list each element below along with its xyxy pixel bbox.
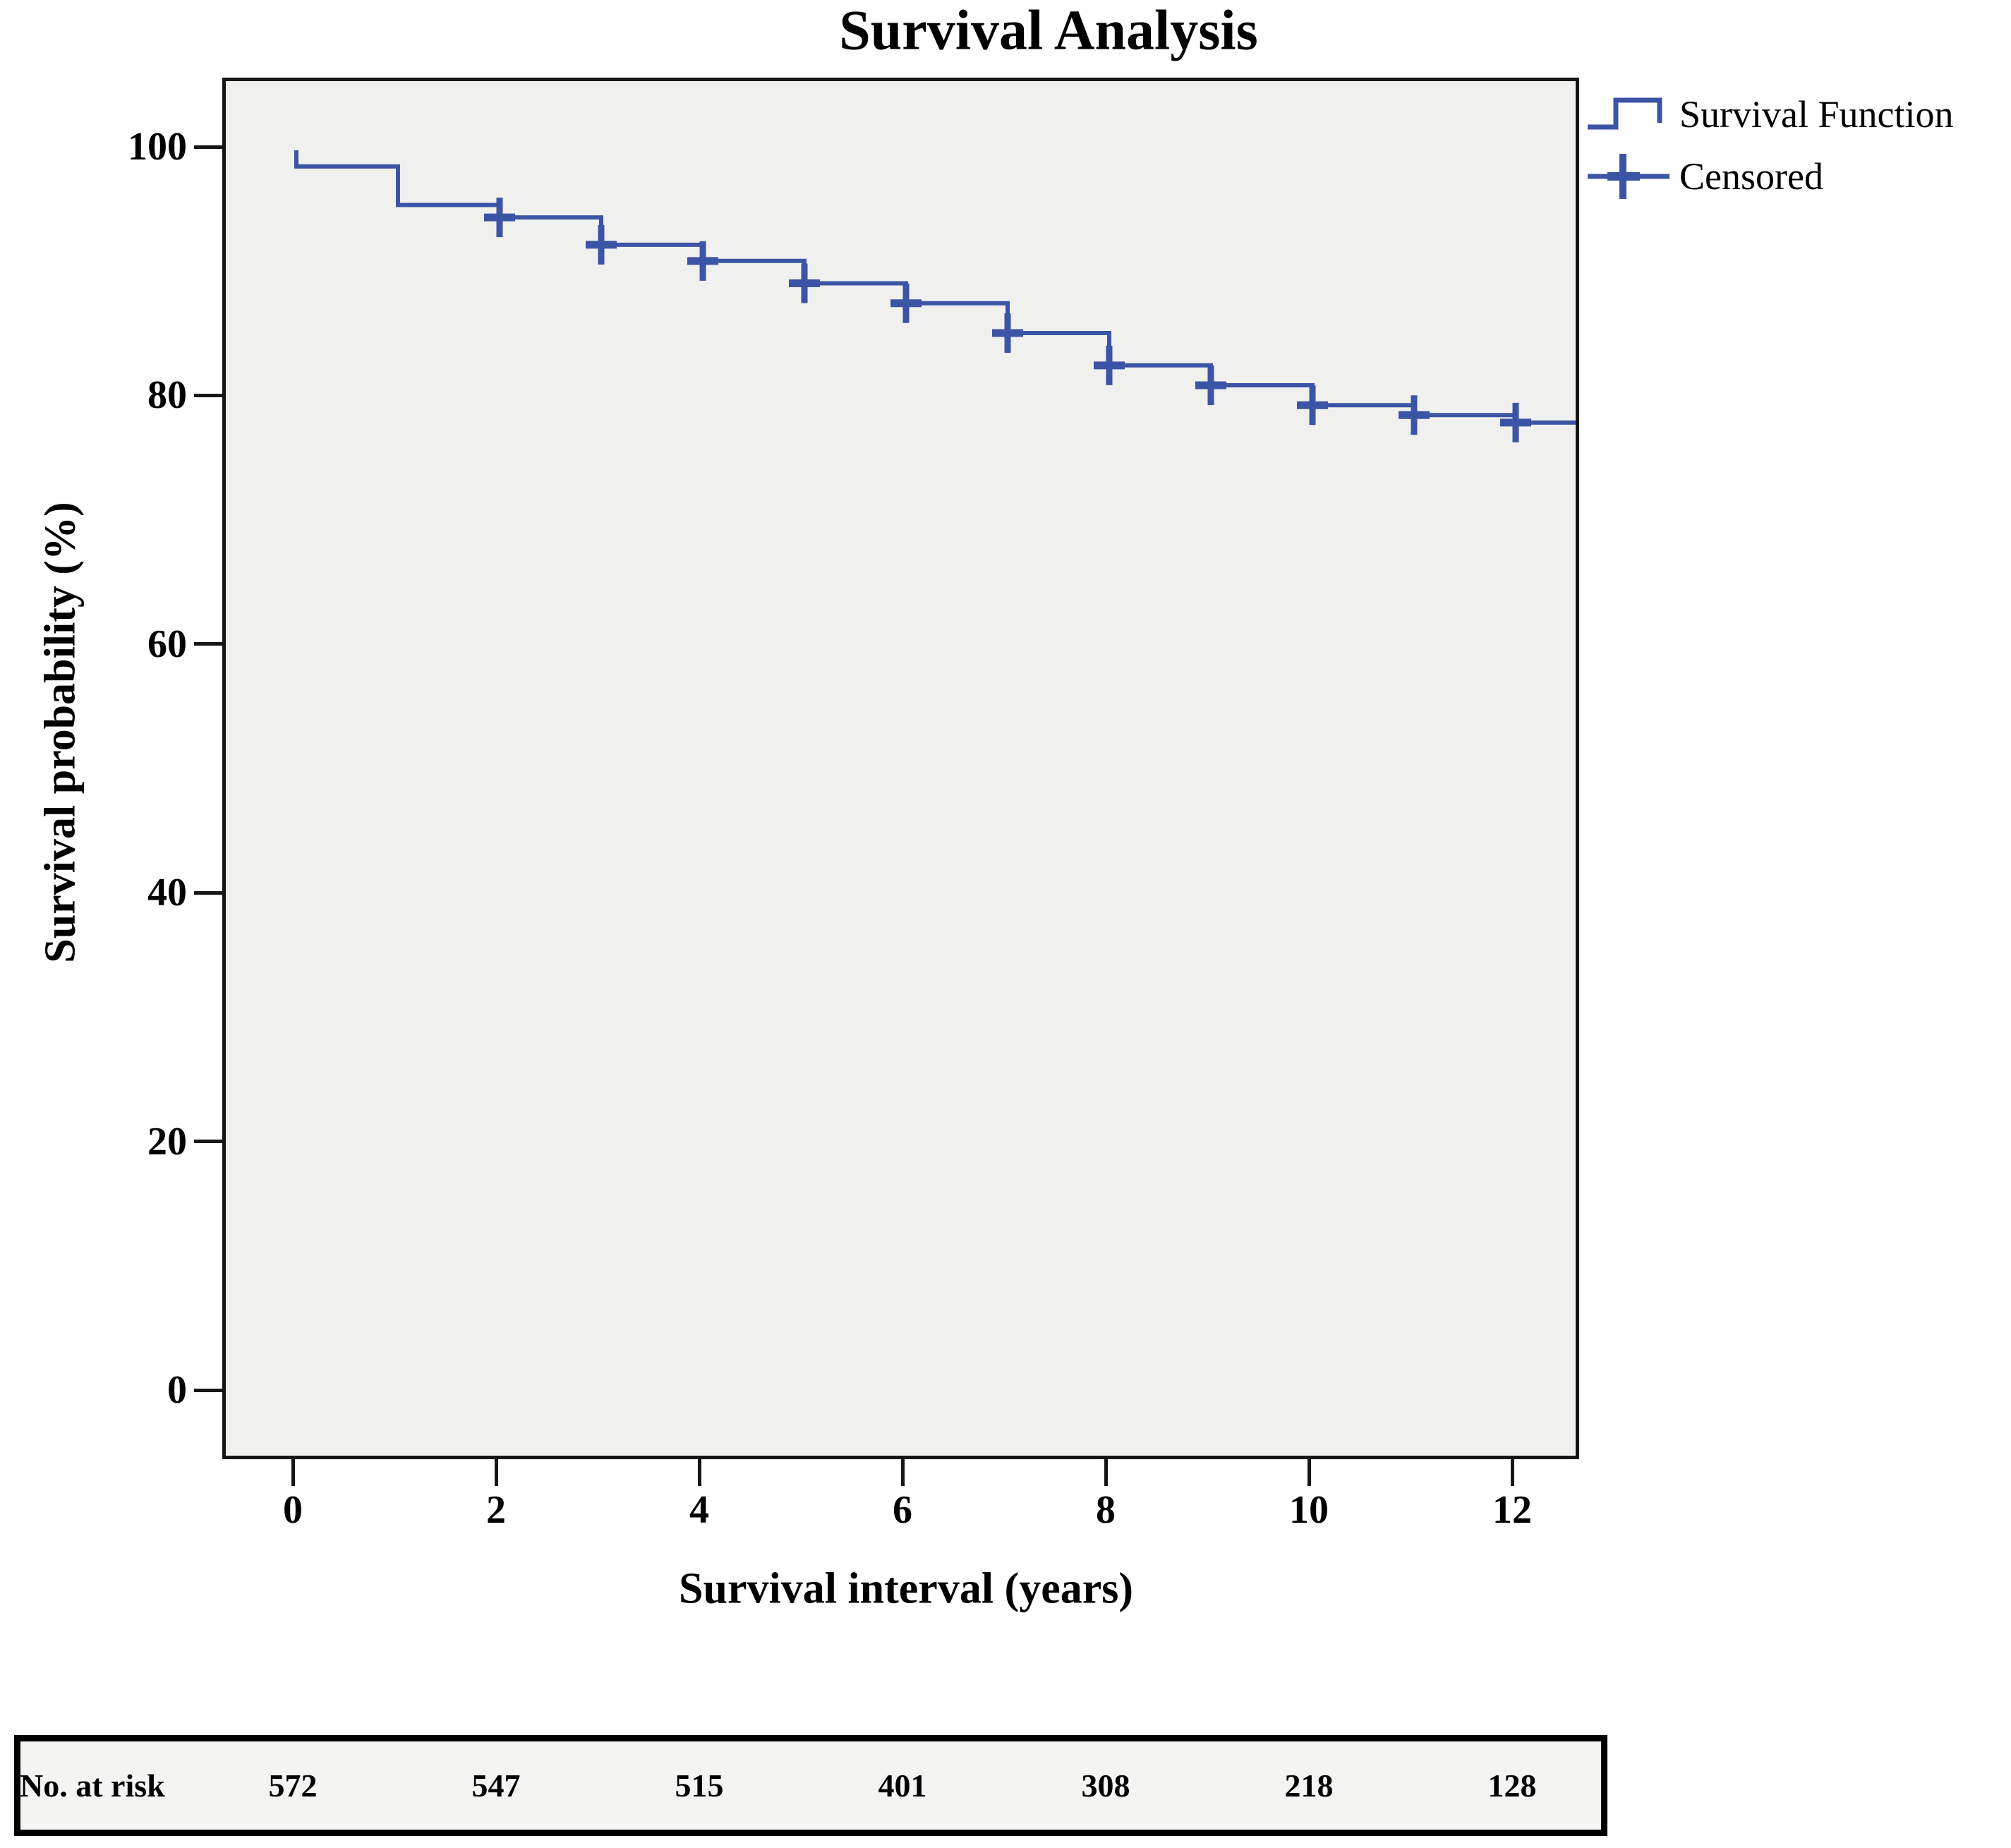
y-tick-mark <box>194 642 222 646</box>
x-tick-mark <box>900 1459 905 1486</box>
number-at-risk-table <box>14 1735 1607 1836</box>
risk-count: 515 <box>675 1768 724 1804</box>
risk-count: 308 <box>1081 1768 1130 1804</box>
x-tick-label: 10 <box>1289 1488 1329 1532</box>
plus-marker-icon <box>1588 154 1669 199</box>
legend: Survival Function Censored <box>1586 83 2010 207</box>
x-tick-label: 4 <box>689 1488 709 1532</box>
y-tick-mark <box>194 145 222 149</box>
survival-function-curve <box>294 150 1576 425</box>
risk-count: 218 <box>1284 1768 1334 1804</box>
y-tick-label: 80 <box>147 373 187 418</box>
y-tick-label: 40 <box>147 871 187 915</box>
risk-count: 401 <box>878 1768 927 1804</box>
x-tick-label: 12 <box>1492 1488 1532 1532</box>
y-tick-label: 60 <box>147 622 187 666</box>
x-tick-mark <box>1307 1459 1311 1486</box>
legend-label: Survival Function <box>1679 93 1954 135</box>
x-tick-mark <box>291 1459 295 1486</box>
risk-count: 128 <box>1487 1768 1537 1804</box>
x-tick-label: 2 <box>486 1488 506 1532</box>
risk-count: 572 <box>268 1768 318 1804</box>
x-tick-label: 8 <box>1096 1488 1116 1532</box>
x-tick-mark <box>494 1459 498 1486</box>
x-tick-label: 6 <box>893 1488 912 1532</box>
y-tick-mark <box>194 393 222 397</box>
plot-area <box>222 78 1579 1459</box>
legend-item-censored: Censored <box>1586 145 2010 207</box>
x-tick-mark <box>1104 1459 1108 1486</box>
x-tick-mark <box>697 1459 701 1486</box>
censored-markers <box>484 198 1531 442</box>
y-tick-label: 20 <box>147 1119 187 1164</box>
risk-count: 547 <box>471 1768 521 1804</box>
number-at-risk-label: No. at risk <box>20 1768 165 1804</box>
y-tick-label: 100 <box>128 125 187 169</box>
y-tick-mark <box>194 1388 222 1392</box>
survival-curve-svg <box>294 150 1576 442</box>
x-tick-label: 0 <box>283 1488 303 1532</box>
x-axis-title: Survival interval (years) <box>678 1564 1134 1613</box>
y-tick-mark <box>194 1140 222 1144</box>
y-tick-mark <box>194 890 222 895</box>
legend-label: Censored <box>1679 155 1823 198</box>
chart-title: Survival Analysis <box>839 0 1258 62</box>
x-tick-mark <box>1510 1459 1514 1486</box>
legend-item-survival-function: Survival Function <box>1586 83 2010 145</box>
y-tick-label: 0 <box>167 1368 187 1412</box>
step-line-icon <box>1588 97 1662 130</box>
